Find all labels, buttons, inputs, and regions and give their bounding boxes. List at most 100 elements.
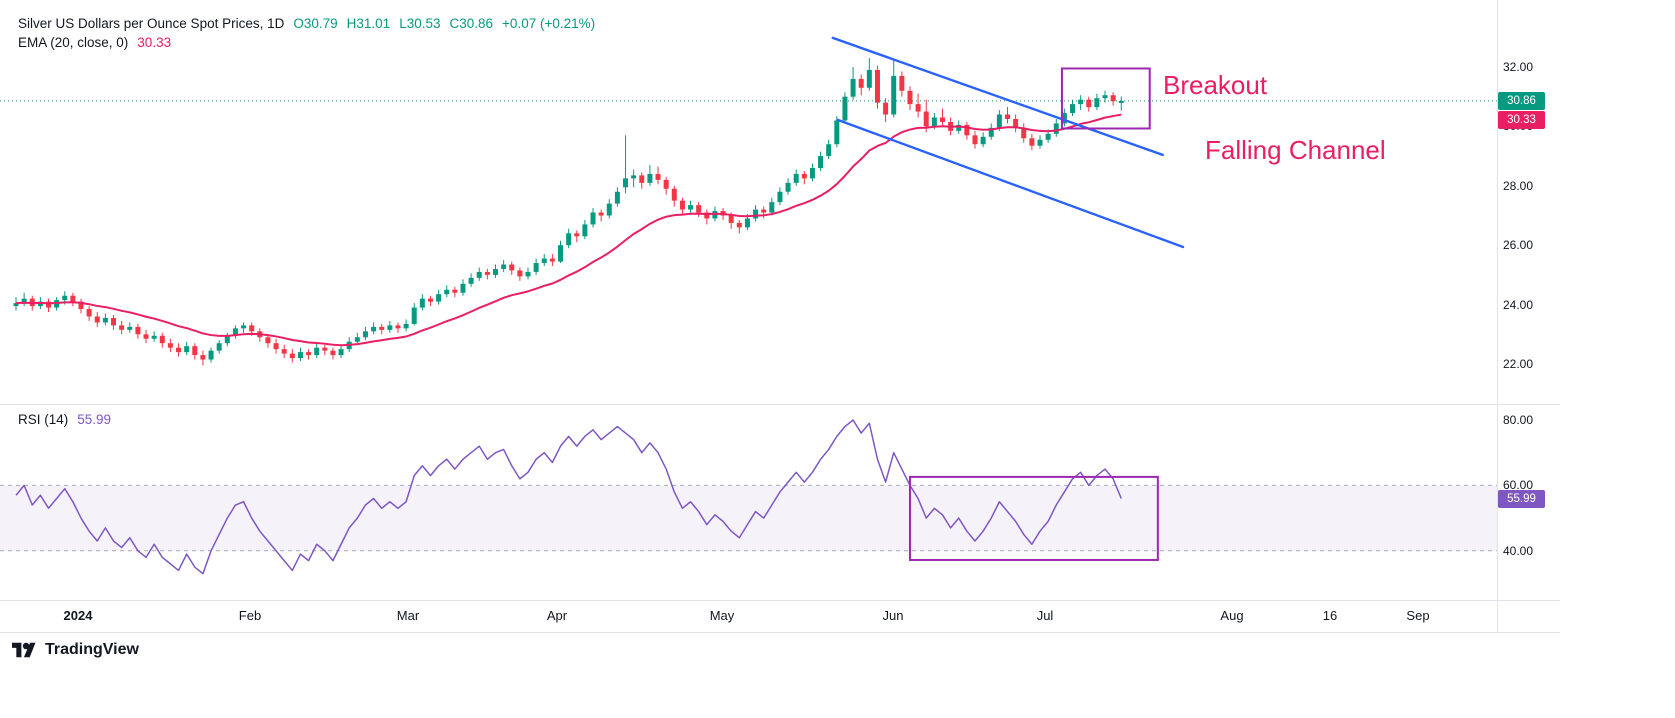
ema-value: 30.33 — [137, 35, 172, 50]
candle-body — [452, 289, 458, 293]
candle-body — [850, 78, 856, 97]
candle-body — [704, 212, 710, 219]
ema-legend-row[interactable]: EMA (20, close, 0) 30.33 — [18, 35, 595, 50]
candle-body — [1021, 127, 1027, 139]
candle-body — [119, 325, 125, 330]
price-axis-label: 32.00 — [1503, 60, 1534, 74]
candle-body — [265, 337, 271, 344]
candle-body — [395, 325, 401, 329]
tradingview-logo-icon — [12, 642, 36, 658]
candle-body — [330, 350, 336, 356]
rsi-legend-row[interactable]: RSI (14) 55.99 — [18, 412, 111, 427]
rsi-value-badge: 55.99 — [1498, 489, 1545, 508]
candle-body — [460, 283, 466, 293]
ohlc-high: H31.01 — [346, 16, 391, 31]
candle-body — [419, 298, 425, 308]
candle-body — [549, 258, 555, 262]
candle-body — [842, 96, 848, 121]
candle-body — [777, 191, 783, 203]
candle-body — [1094, 98, 1100, 108]
candle-body — [411, 307, 417, 324]
time-axis-label: Sep — [1406, 608, 1430, 623]
candle-body — [793, 173, 799, 183]
candle-body — [582, 224, 588, 237]
candle-body — [639, 175, 645, 183]
candle-body — [728, 215, 734, 223]
candle-body — [899, 75, 905, 91]
candle-body — [86, 309, 92, 317]
tradingview-watermark[interactable]: TradingView — [12, 641, 139, 659]
candle-body — [338, 349, 344, 356]
candle-body — [509, 264, 515, 271]
candle-body — [964, 124, 970, 136]
rsi-label: RSI (14) — [18, 412, 69, 427]
falling-channel-lower-line[interactable] — [836, 118, 1185, 249]
price-pane-legend: Silver US Dollars per Ounce Spot Prices,… — [18, 16, 595, 50]
candle-body — [216, 343, 222, 351]
price-axis-label: 28.00 — [1503, 178, 1534, 193]
ohlc-low: L30.53 — [399, 16, 441, 31]
candle-body — [647, 173, 653, 183]
candle-body — [533, 263, 539, 272]
time-axis-label: Aug — [1220, 608, 1244, 623]
rsi-highlight-box[interactable] — [908, 475, 1159, 561]
candle-body — [468, 277, 474, 284]
rsi-value: 55.99 — [77, 412, 112, 427]
candle-body — [362, 331, 368, 338]
candle-body — [931, 117, 937, 127]
candle-body — [671, 188, 677, 201]
candle-body — [436, 294, 442, 302]
falling-channel-annotation[interactable]: Falling Channel — [1205, 135, 1386, 165]
candle-body — [1037, 139, 1043, 146]
candle-body — [184, 346, 190, 353]
candle-body — [1102, 95, 1108, 99]
breakout-annotation[interactable]: Breakout — [1163, 70, 1268, 100]
time-axis-label: 2024 — [63, 608, 93, 623]
candle-body — [623, 178, 629, 188]
rsi-line[interactable] — [15, 419, 1122, 575]
breakout-box[interactable] — [1060, 67, 1151, 130]
candle-body — [444, 289, 450, 295]
candle-body — [923, 111, 929, 127]
candle-body — [980, 136, 986, 145]
candle-body — [232, 328, 238, 336]
rsi-axis-label: 60.00 — [1503, 478, 1534, 493]
candle-body — [159, 335, 165, 344]
candle-body — [281, 349, 287, 354]
candle-body — [956, 124, 962, 131]
ema-line[interactable] — [15, 113, 1122, 347]
candle-body — [403, 323, 409, 329]
candle-body — [13, 303, 19, 307]
candle-body — [1053, 123, 1059, 134]
candle-body — [826, 144, 832, 157]
time-axis-label: Jul — [1036, 608, 1054, 623]
candle-body — [631, 175, 637, 179]
ohlc-open: O30.79 — [293, 16, 338, 31]
price-axis-label: 22.00 — [1503, 357, 1534, 371]
candle-body — [566, 233, 572, 246]
candle-body — [590, 212, 596, 225]
falling-channel-upper-line[interactable] — [831, 36, 1164, 157]
candle-body — [322, 347, 328, 351]
price-axis-label: 26.00 — [1503, 238, 1534, 253]
candle-body — [224, 335, 230, 344]
candle-body — [371, 326, 377, 332]
candle-body — [834, 120, 840, 145]
candle-body — [176, 347, 182, 353]
price-axis-label: 24.00 — [1503, 297, 1534, 312]
candle-body — [525, 271, 531, 277]
candle-body — [769, 202, 775, 213]
time-axis-label: Jun — [882, 608, 904, 623]
candle-body — [427, 298, 433, 302]
candle-body — [200, 355, 206, 360]
symbol-legend-row[interactable]: Silver US Dollars per Ounce Spot Prices,… — [18, 16, 595, 31]
candle-body — [818, 156, 824, 168]
candle-body — [558, 245, 564, 262]
candle-body — [306, 352, 312, 356]
candle-body — [1045, 133, 1051, 140]
ohlc-close: C30.86 — [449, 16, 494, 31]
candle-body — [598, 212, 604, 216]
candle-body — [1110, 95, 1116, 102]
